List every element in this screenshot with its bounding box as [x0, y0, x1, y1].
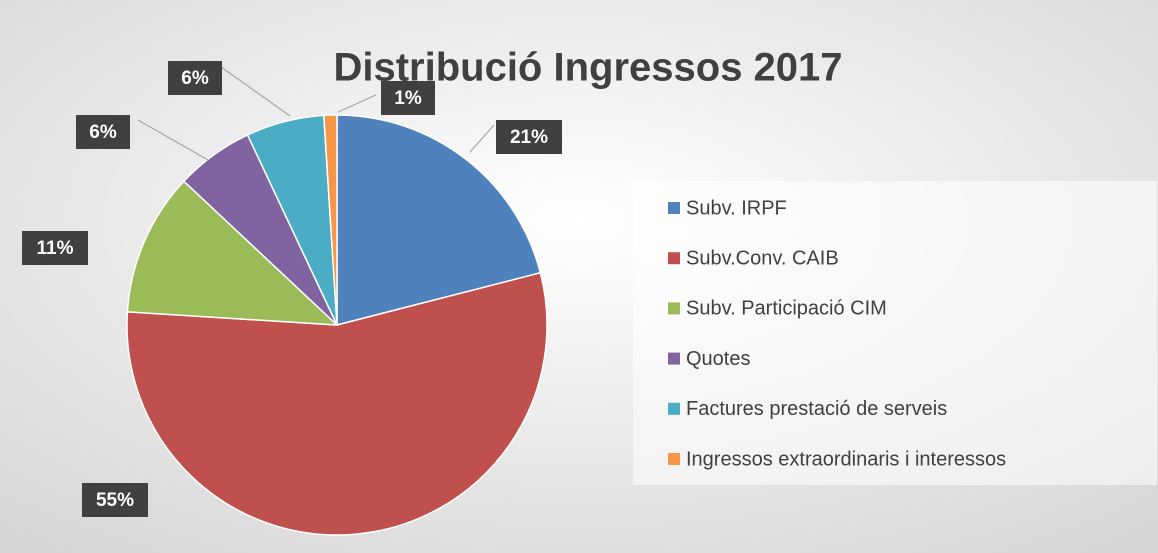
legend-swatch: [668, 453, 680, 465]
leader-line: [213, 61, 291, 117]
legend-label: Subv.Conv. CAIB: [686, 247, 839, 269]
legend-swatch: [668, 302, 680, 315]
legend-label: Ingressos extraordinaris i interessos: [686, 448, 1006, 470]
leader-line: [137, 119, 209, 161]
data-label: 55%: [96, 490, 134, 511]
legend-label: Subv. IRPF: [686, 197, 787, 219]
legend-swatch: [668, 252, 680, 265]
data-label-box: [168, 61, 222, 95]
pie-slice: [126, 271, 548, 536]
data-label: 21%: [510, 127, 548, 148]
data-label: 6%: [181, 68, 209, 89]
legend-label: Quotes: [686, 348, 750, 370]
legend-swatch: [668, 202, 680, 214]
legend-label: Factures prestació de serveis: [686, 398, 947, 420]
legend-swatch: [668, 352, 680, 365]
data-label-box: [22, 231, 88, 265]
pie-slice: [126, 180, 340, 326]
data-label: 11%: [37, 238, 74, 259]
leader-line: [469, 124, 495, 153]
legend-box: [633, 181, 1157, 485]
legend-label: Subv. Participació CIM: [686, 298, 887, 320]
data-label: 1%: [394, 88, 422, 109]
legend-swatch: [668, 402, 680, 415]
data-label: 6%: [89, 122, 117, 143]
data-label-box: [496, 120, 562, 154]
data-label-box: [381, 81, 435, 115]
leader-line: [337, 94, 377, 113]
data-label-box: [76, 115, 130, 149]
pie-slice: [323, 114, 338, 326]
data-label-box: [82, 483, 148, 517]
pie-slice: [336, 114, 542, 326]
